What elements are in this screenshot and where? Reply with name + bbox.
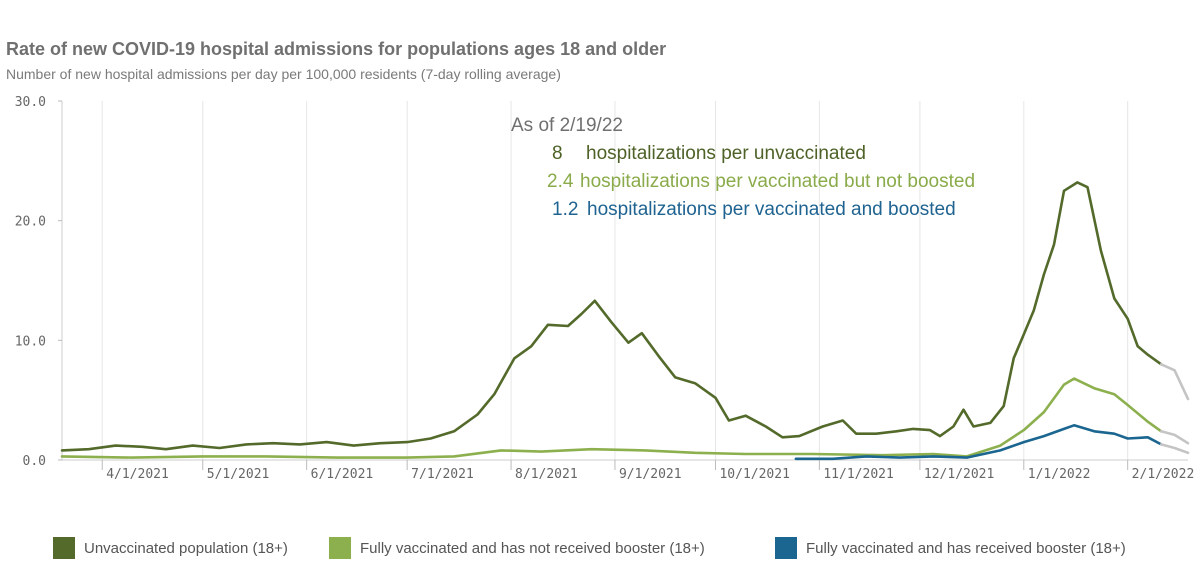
chart-legend: Unvaccinated population (18+) Fully vacc… [0,536,1200,560]
annotation-value-unvaccinated: 8 [552,143,563,164]
series-projection-not-boosted [1159,430,1190,445]
annotation-heading: As of 2/19/22 [511,115,623,136]
x-tick-label: 8/1/2021 [515,467,578,482]
legend-swatch-unvaccinated [53,537,75,559]
x-tick-label: 11/1/2021 [823,467,893,482]
annotation-text-boosted: hospitalizations per vaccinated and boos… [587,199,956,220]
x-tick-label: 12/1/2021 [924,467,994,482]
legend-item-unvaccinated[interactable]: Unvaccinated population (18+) [53,536,288,560]
series-line-unvaccinated[interactable] [60,181,1163,452]
series-line-boosted[interactable] [794,424,1163,461]
annotation-value-not-boosted: 2.4 [547,171,574,192]
legend-label-unvaccinated: Unvaccinated population (18+) [84,539,288,557]
x-tick-label: 7/1/2021 [411,467,474,482]
series-projection-boosted [1159,443,1190,455]
x-tick-label: 2/1/2022 [1132,467,1195,482]
series-projection-unvaccinated [1159,363,1190,401]
legend-swatch-not-boosted [329,537,351,559]
annotation-box: As of 2/19/22 8 hospitalizations per unv… [511,115,975,220]
legend-swatch-boosted [775,537,797,559]
series-line-not-boosted[interactable] [60,377,1163,459]
y-tick-label: 0.0 [23,454,46,469]
x-tick-label: 1/1/2022 [1028,467,1091,482]
x-tick-label: 10/1/2021 [719,467,789,482]
x-tick-label: 4/1/2021 [106,467,169,482]
series-lines[interactable] [60,181,1190,461]
y-tick-label: 20.0 [15,215,46,230]
legend-item-not-boosted[interactable]: Fully vaccinated and has not received bo… [329,536,705,560]
annotation-text-not-boosted: hospitalizations per vaccinated but not … [580,171,975,192]
x-tick-label: 5/1/2021 [207,467,270,482]
annotation-text-unvaccinated: hospitalizations per unvaccinated [586,143,866,164]
y-axis: 0.0 10.0 20.0 30.0 [15,95,63,469]
legend-label-not-boosted: Fully vaccinated and has not received bo… [360,539,705,557]
y-tick-label: 30.0 [15,95,46,110]
x-tick-label: 6/1/2021 [311,467,374,482]
legend-item-boosted[interactable]: Fully vaccinated and has received booste… [775,536,1126,560]
chart-area: 0.0 10.0 20.0 30.0 4/1/2021 5/1/2021 6/1/2021… [15,95,1195,482]
y-tick-label: 10.0 [15,334,46,349]
x-axis: 4/1/2021 5/1/2021 6/1/2021 7/1/2021 8/1/2021… [62,459,1195,482]
chart-title: Rate of new COVID-19 hospital admissions… [6,39,667,59]
chart-subtitle: Number of new hospital admissions per da… [6,66,561,82]
x-tick-label: 9/1/2021 [619,467,682,482]
legend-label-boosted: Fully vaccinated and has received booste… [806,539,1126,557]
annotation-value-boosted: 1.2 [552,199,578,220]
